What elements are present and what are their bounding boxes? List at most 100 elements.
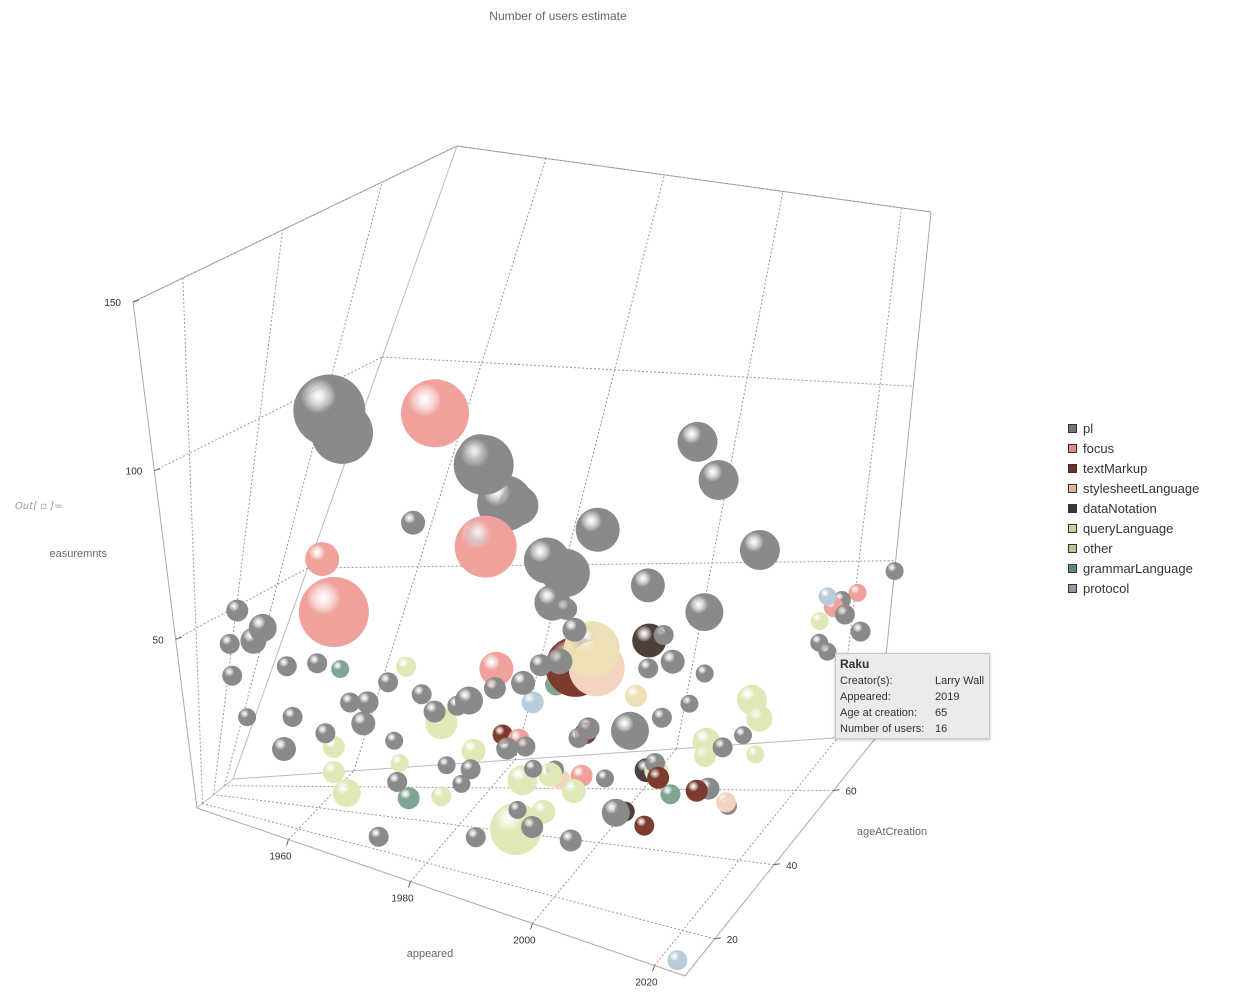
bubble-pl[interactable] (387, 771, 408, 792)
x-tick-label: 1980 (391, 894, 414, 905)
bubble-pl[interactable] (340, 692, 361, 713)
bubble-pl[interactable] (529, 654, 552, 677)
bubble-pl[interactable] (307, 653, 328, 674)
bubble-pl[interactable] (378, 672, 399, 693)
bubble-other[interactable] (810, 612, 829, 631)
bubble-grammarLanguage[interactable] (660, 784, 681, 805)
bubble-pl[interactable] (739, 530, 780, 570)
bubble-pl[interactable] (226, 599, 249, 622)
bubble-pl[interactable] (411, 684, 432, 705)
bubble-other[interactable] (461, 738, 486, 763)
bubble-pl[interactable] (562, 617, 587, 642)
bubble-pl[interactable] (546, 648, 573, 675)
bubble-pl[interactable] (559, 829, 582, 852)
bubble-other[interactable] (746, 705, 773, 732)
bubble-pl[interactable] (356, 691, 379, 714)
bubble-pl[interactable] (834, 604, 855, 625)
bubble-other[interactable] (396, 656, 417, 677)
bubble-pl[interactable] (460, 759, 481, 780)
bubble-protocol[interactable] (667, 950, 688, 971)
bubble-textMarkup[interactable] (647, 766, 670, 789)
bubble-protocol[interactable] (818, 587, 837, 606)
bubble-grammarLanguage[interactable] (331, 660, 350, 679)
bubble-pl[interactable] (712, 737, 733, 758)
bubble-pl[interactable] (483, 677, 506, 700)
tooltip-key: Number of users: (840, 723, 925, 735)
bubble-pl[interactable] (523, 537, 570, 584)
bubble-other[interactable] (746, 745, 765, 764)
bubble-pl[interactable] (248, 613, 277, 642)
tooltip-value: 16 (935, 723, 948, 735)
bubble-pl[interactable] (219, 633, 240, 654)
bubble-pl[interactable] (515, 736, 536, 757)
bubble-pl[interactable] (496, 737, 519, 760)
bubble-pl[interactable] (653, 625, 674, 645)
bubble-pl[interactable] (238, 708, 257, 727)
bubble-pl[interactable] (577, 717, 600, 740)
bubble-pl[interactable] (276, 656, 297, 677)
bubble-pl[interactable] (452, 774, 471, 793)
bubble-pl[interactable] (437, 756, 456, 775)
bubble-pl[interactable] (282, 706, 303, 727)
bubble-pl[interactable] (465, 827, 486, 848)
bubble-pl[interactable] (638, 658, 659, 679)
bubble-pl[interactable] (315, 723, 336, 744)
bubble-textMarkup[interactable] (685, 779, 708, 802)
bubble-pl[interactable] (423, 700, 446, 723)
bubble-pl[interactable] (508, 800, 527, 819)
bubble-pl[interactable] (385, 731, 404, 750)
bubble-other[interactable] (538, 762, 563, 787)
bubble-other[interactable] (694, 745, 716, 767)
bubble-focus[interactable] (454, 515, 517, 578)
bubble-pl[interactable] (850, 621, 871, 642)
bubble-pl[interactable] (511, 670, 535, 695)
bubble-pl[interactable] (524, 759, 543, 778)
bubble-pl[interactable] (455, 686, 483, 715)
bubble-focus[interactable] (848, 583, 867, 602)
bubble-pl[interactable] (695, 664, 714, 683)
bubble-other[interactable] (322, 761, 345, 784)
bubble-pl[interactable] (401, 510, 426, 535)
bubble-focus[interactable] (305, 542, 340, 577)
bubble-stylesheetLanguage[interactable] (716, 792, 736, 813)
bubble-pl[interactable] (630, 568, 665, 603)
box-edge (196, 778, 234, 809)
bubble-pl[interactable] (575, 507, 620, 552)
bubble-pl[interactable] (555, 598, 578, 620)
bubble-pl[interactable] (521, 816, 544, 838)
z-tick-label: 150 (104, 298, 121, 309)
bubble-pl[interactable] (596, 769, 614, 788)
bubble-pl[interactable] (698, 460, 739, 500)
bubble-pl[interactable] (660, 649, 685, 674)
bubble-pl[interactable] (651, 707, 672, 728)
bubble-pl[interactable] (293, 374, 366, 447)
bubble-focus[interactable] (298, 577, 369, 647)
bubble-pl[interactable] (222, 665, 243, 686)
bubble-pl[interactable] (734, 726, 752, 745)
bubble-queryLanguage[interactable] (625, 684, 647, 707)
bubble-pl[interactable] (611, 711, 649, 750)
bubble-pl[interactable] (601, 798, 630, 827)
bubble-pl[interactable] (272, 737, 296, 761)
legend-item: textMarkup (1068, 458, 1199, 478)
bubble-pl[interactable] (885, 562, 904, 581)
grid-line (175, 567, 308, 640)
bubble-pl[interactable] (677, 421, 718, 462)
bubble-pl[interactable] (351, 711, 376, 736)
bubble-other[interactable] (390, 754, 409, 773)
bubble-other[interactable] (561, 779, 586, 803)
bubble-grammarLanguage[interactable] (397, 787, 420, 810)
bubble-pl[interactable] (680, 694, 699, 713)
bubble-textMarkup[interactable] (634, 815, 655, 836)
bubble-protocol[interactable] (521, 691, 544, 714)
bubble-pl[interactable] (818, 642, 837, 661)
bubble-other[interactable] (332, 779, 361, 807)
bubble-other[interactable] (489, 803, 542, 855)
bubble-focus[interactable] (479, 651, 514, 686)
bubble-other[interactable] (431, 786, 452, 807)
bubble-focus[interactable] (401, 379, 469, 448)
bubble-pl[interactable] (685, 593, 724, 632)
bubble-pl[interactable] (368, 826, 389, 847)
bubble-pl[interactable] (453, 434, 514, 495)
